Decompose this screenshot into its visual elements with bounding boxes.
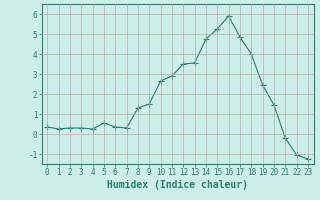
X-axis label: Humidex (Indice chaleur): Humidex (Indice chaleur) [107,180,248,190]
